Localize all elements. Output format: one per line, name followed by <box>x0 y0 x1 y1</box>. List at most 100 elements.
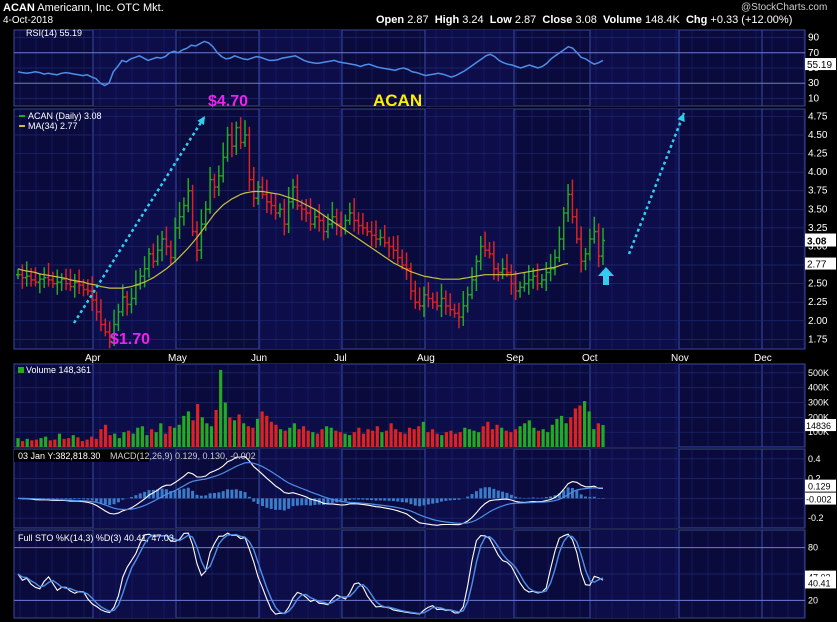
volume-bar <box>371 430 375 447</box>
volume-bar <box>136 427 140 447</box>
macd-histogram-bar <box>138 493 142 499</box>
volume-bar <box>481 426 485 447</box>
macd-histogram-bar <box>291 498 295 507</box>
macd-histogram-bar <box>47 498 51 499</box>
macd-histogram-bar <box>505 492 509 499</box>
macd-histogram-bar <box>361 498 365 500</box>
macd-histogram-bar <box>313 498 317 505</box>
month-label: Jul <box>334 353 347 364</box>
month-label: Aug <box>417 353 435 364</box>
macd-histogram-bar <box>90 498 94 501</box>
volume-bar <box>205 423 209 447</box>
macd-histogram-bar <box>536 497 540 499</box>
volume-bar <box>219 369 223 447</box>
macd-legend-bg <box>14 450 149 462</box>
volume-bar <box>76 437 80 447</box>
annotation-title: ACAN <box>373 91 422 110</box>
volume-bar <box>173 427 177 447</box>
volume-bar <box>191 420 195 447</box>
macd-histogram-bar <box>348 498 352 500</box>
macd-histogram-bar <box>549 496 553 499</box>
volume-bar <box>117 438 121 447</box>
vol-tick-label: 100K <box>808 427 829 437</box>
macd-histogram-bar <box>247 496 251 499</box>
macd-histogram-bar <box>81 498 85 500</box>
panel-shade <box>590 449 679 528</box>
volume-bar <box>361 433 366 447</box>
vol-badge <box>805 419 836 432</box>
macd-histogram-bar <box>435 498 439 504</box>
annotation-low: $1.70 <box>110 331 150 348</box>
macd-histogram-bar <box>99 498 103 504</box>
volume-bar <box>541 429 545 447</box>
volume-bar <box>99 429 103 447</box>
macd-line <box>17 456 604 526</box>
volume-bar <box>398 432 402 447</box>
vol-tick-label: 400K <box>808 383 829 393</box>
macd-histogram-bar <box>409 498 413 505</box>
company-name: Americann, Inc. <box>37 2 114 14</box>
ohlc-close: Close 3.08 <box>542 14 597 26</box>
volume-bar <box>237 414 241 447</box>
volume-bar <box>242 423 246 447</box>
trend-arrow-up-left-head <box>197 116 205 125</box>
annotation-high: $4.70 <box>208 93 248 110</box>
ohlc-open: Open 2.87 <box>376 14 429 26</box>
macd-histogram-bar <box>169 491 173 499</box>
volume-bar <box>435 433 439 447</box>
ma-legend: MA(34) 2.77 <box>28 121 78 131</box>
macd-histogram-bar <box>575 490 579 499</box>
macd-histogram-bar <box>448 498 452 501</box>
volume-bar <box>532 427 536 447</box>
volume-bar <box>523 423 527 447</box>
panel-shade <box>590 364 679 447</box>
volume-bar <box>421 421 425 447</box>
close-badge-label: 3.08 <box>807 237 827 248</box>
macd-histogram-bar <box>387 498 391 501</box>
ohlc-change: Chg +0.33 (+12.00%) <box>685 14 793 26</box>
volume-bar <box>573 408 577 447</box>
macd-histogram-bar <box>282 498 286 511</box>
macd-histogram-bar <box>121 498 125 500</box>
volume-bar <box>352 432 356 447</box>
volume-bar <box>564 423 568 447</box>
volume-bar <box>53 439 57 447</box>
macd-histogram-bar <box>256 498 260 504</box>
volume-bar <box>513 429 518 447</box>
exchange-name: OTC Mkt. <box>116 2 164 14</box>
panel-shade <box>590 109 679 349</box>
macd-histogram-bar <box>453 498 457 501</box>
volume-bar <box>559 415 564 447</box>
volume-bar <box>278 429 283 447</box>
macd-histogram-bar <box>370 498 374 501</box>
volume-bar <box>536 430 541 447</box>
volume-bar <box>39 438 43 447</box>
volume-bar <box>384 430 389 447</box>
macd-histogram-bar <box>112 498 116 505</box>
sto-k-badge-label: 40.41 <box>808 578 831 588</box>
volume-bar <box>223 402 227 447</box>
volume-bar <box>140 426 144 447</box>
volume-bar <box>62 438 66 447</box>
month-label: Oct <box>582 353 598 364</box>
volume-bar <box>518 426 522 447</box>
macd-histogram-bar <box>230 489 234 499</box>
volume-bar <box>407 427 412 447</box>
volume-bar <box>90 436 94 447</box>
volume-bar <box>444 432 448 447</box>
macd-tick-label: 0.4 <box>808 454 821 464</box>
up-arrow-icon <box>598 267 614 285</box>
volume-bar <box>94 438 98 447</box>
volume-bar <box>25 438 29 447</box>
volume-bar <box>504 430 508 447</box>
volume-bar <box>103 424 108 447</box>
volume-bar <box>334 430 338 447</box>
volume-bar <box>297 429 301 447</box>
macd-histogram-bar <box>234 489 238 499</box>
volume-bar <box>403 433 407 447</box>
volume-bar <box>154 432 158 447</box>
volume-bar <box>555 418 559 447</box>
macd-histogram-bar <box>287 498 291 509</box>
macd-histogram-bar <box>518 497 522 499</box>
